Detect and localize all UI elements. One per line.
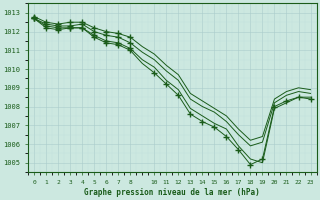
X-axis label: Graphe pression niveau de la mer (hPa): Graphe pression niveau de la mer (hPa) bbox=[84, 188, 260, 197]
